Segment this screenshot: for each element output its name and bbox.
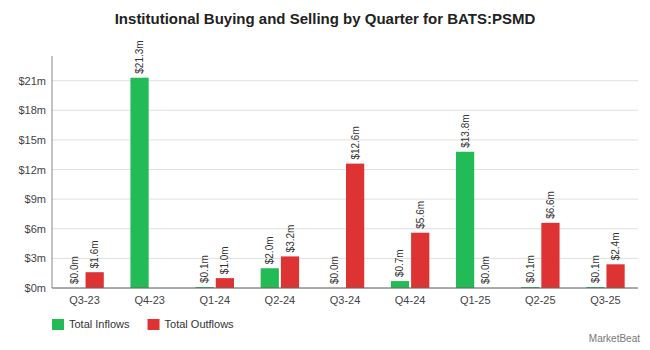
grid-line: [52, 288, 638, 289]
y-tick-label: $3m: [25, 252, 46, 264]
bar: [541, 223, 559, 288]
x-tick-label: Q2-25: [525, 294, 556, 306]
x-tick-label: Q2-24: [265, 294, 296, 306]
legend-label: Total Outflows: [165, 318, 235, 330]
x-tick-label: Q1-25: [460, 294, 491, 306]
bar: [216, 278, 234, 288]
x-tick-label: Q3-25: [590, 294, 621, 306]
data-label: $3.2m: [285, 225, 296, 253]
x-tick-label: Q4-23: [134, 294, 165, 306]
bar: [346, 164, 364, 288]
data-label: $0.0m: [69, 256, 80, 284]
y-tick-label: $18m: [18, 104, 46, 116]
x-tick-label: Q1-24: [199, 294, 230, 306]
bar: [261, 268, 279, 288]
data-label: $12.6m: [350, 126, 361, 159]
data-label: $13.8m: [460, 114, 471, 147]
bar: [86, 272, 104, 288]
y-tick-label: $9m: [25, 193, 46, 205]
legend-swatch: [148, 319, 160, 330]
y-axis-line: [52, 56, 53, 288]
bar: [606, 264, 624, 288]
x-axis-line: [52, 288, 638, 289]
data-label: $6.6m: [545, 191, 556, 219]
y-tick-label: $15m: [18, 134, 46, 146]
data-label: $0.7m: [394, 249, 405, 277]
data-label: $0.0m: [329, 256, 340, 284]
x-tick-label: Q4-24: [395, 294, 426, 306]
data-label: $1.0m: [219, 246, 230, 274]
legend-label: Total Inflows: [69, 318, 130, 330]
x-tick-label: Q3-23: [69, 294, 100, 306]
y-tick-label: $0m: [25, 282, 46, 294]
y-tick-label: $21m: [18, 75, 46, 87]
legend-swatch: [52, 319, 64, 330]
data-label: $2.4m: [610, 233, 621, 261]
bar: [281, 256, 299, 288]
x-tick-label: Q3-24: [330, 294, 361, 306]
legend: Total Inflows Total Outflows: [52, 318, 234, 330]
bar: [456, 152, 474, 288]
bar: [130, 78, 148, 288]
y-tick-label: $12m: [18, 164, 46, 176]
data-label: $0.1m: [525, 255, 536, 283]
title: Institutional Buying and Selling by Quar…: [115, 10, 536, 27]
data-label: $2.0m: [264, 236, 275, 264]
data-label: $0.0m: [480, 256, 491, 284]
y-tick-label: $6m: [25, 223, 46, 235]
bar: [411, 233, 429, 288]
data-label: $21.3m: [134, 40, 145, 73]
bar: [391, 281, 409, 288]
data-label: $5.6m: [415, 201, 426, 229]
annotation: MarketBeat: [589, 333, 640, 344]
chart: Institutional Buying and Selling by Quar…: [0, 0, 650, 350]
data-label: $1.6m: [89, 240, 100, 268]
data-label: $0.1m: [590, 255, 601, 283]
bars: [86, 78, 625, 288]
data-label: $0.1m: [199, 255, 210, 283]
